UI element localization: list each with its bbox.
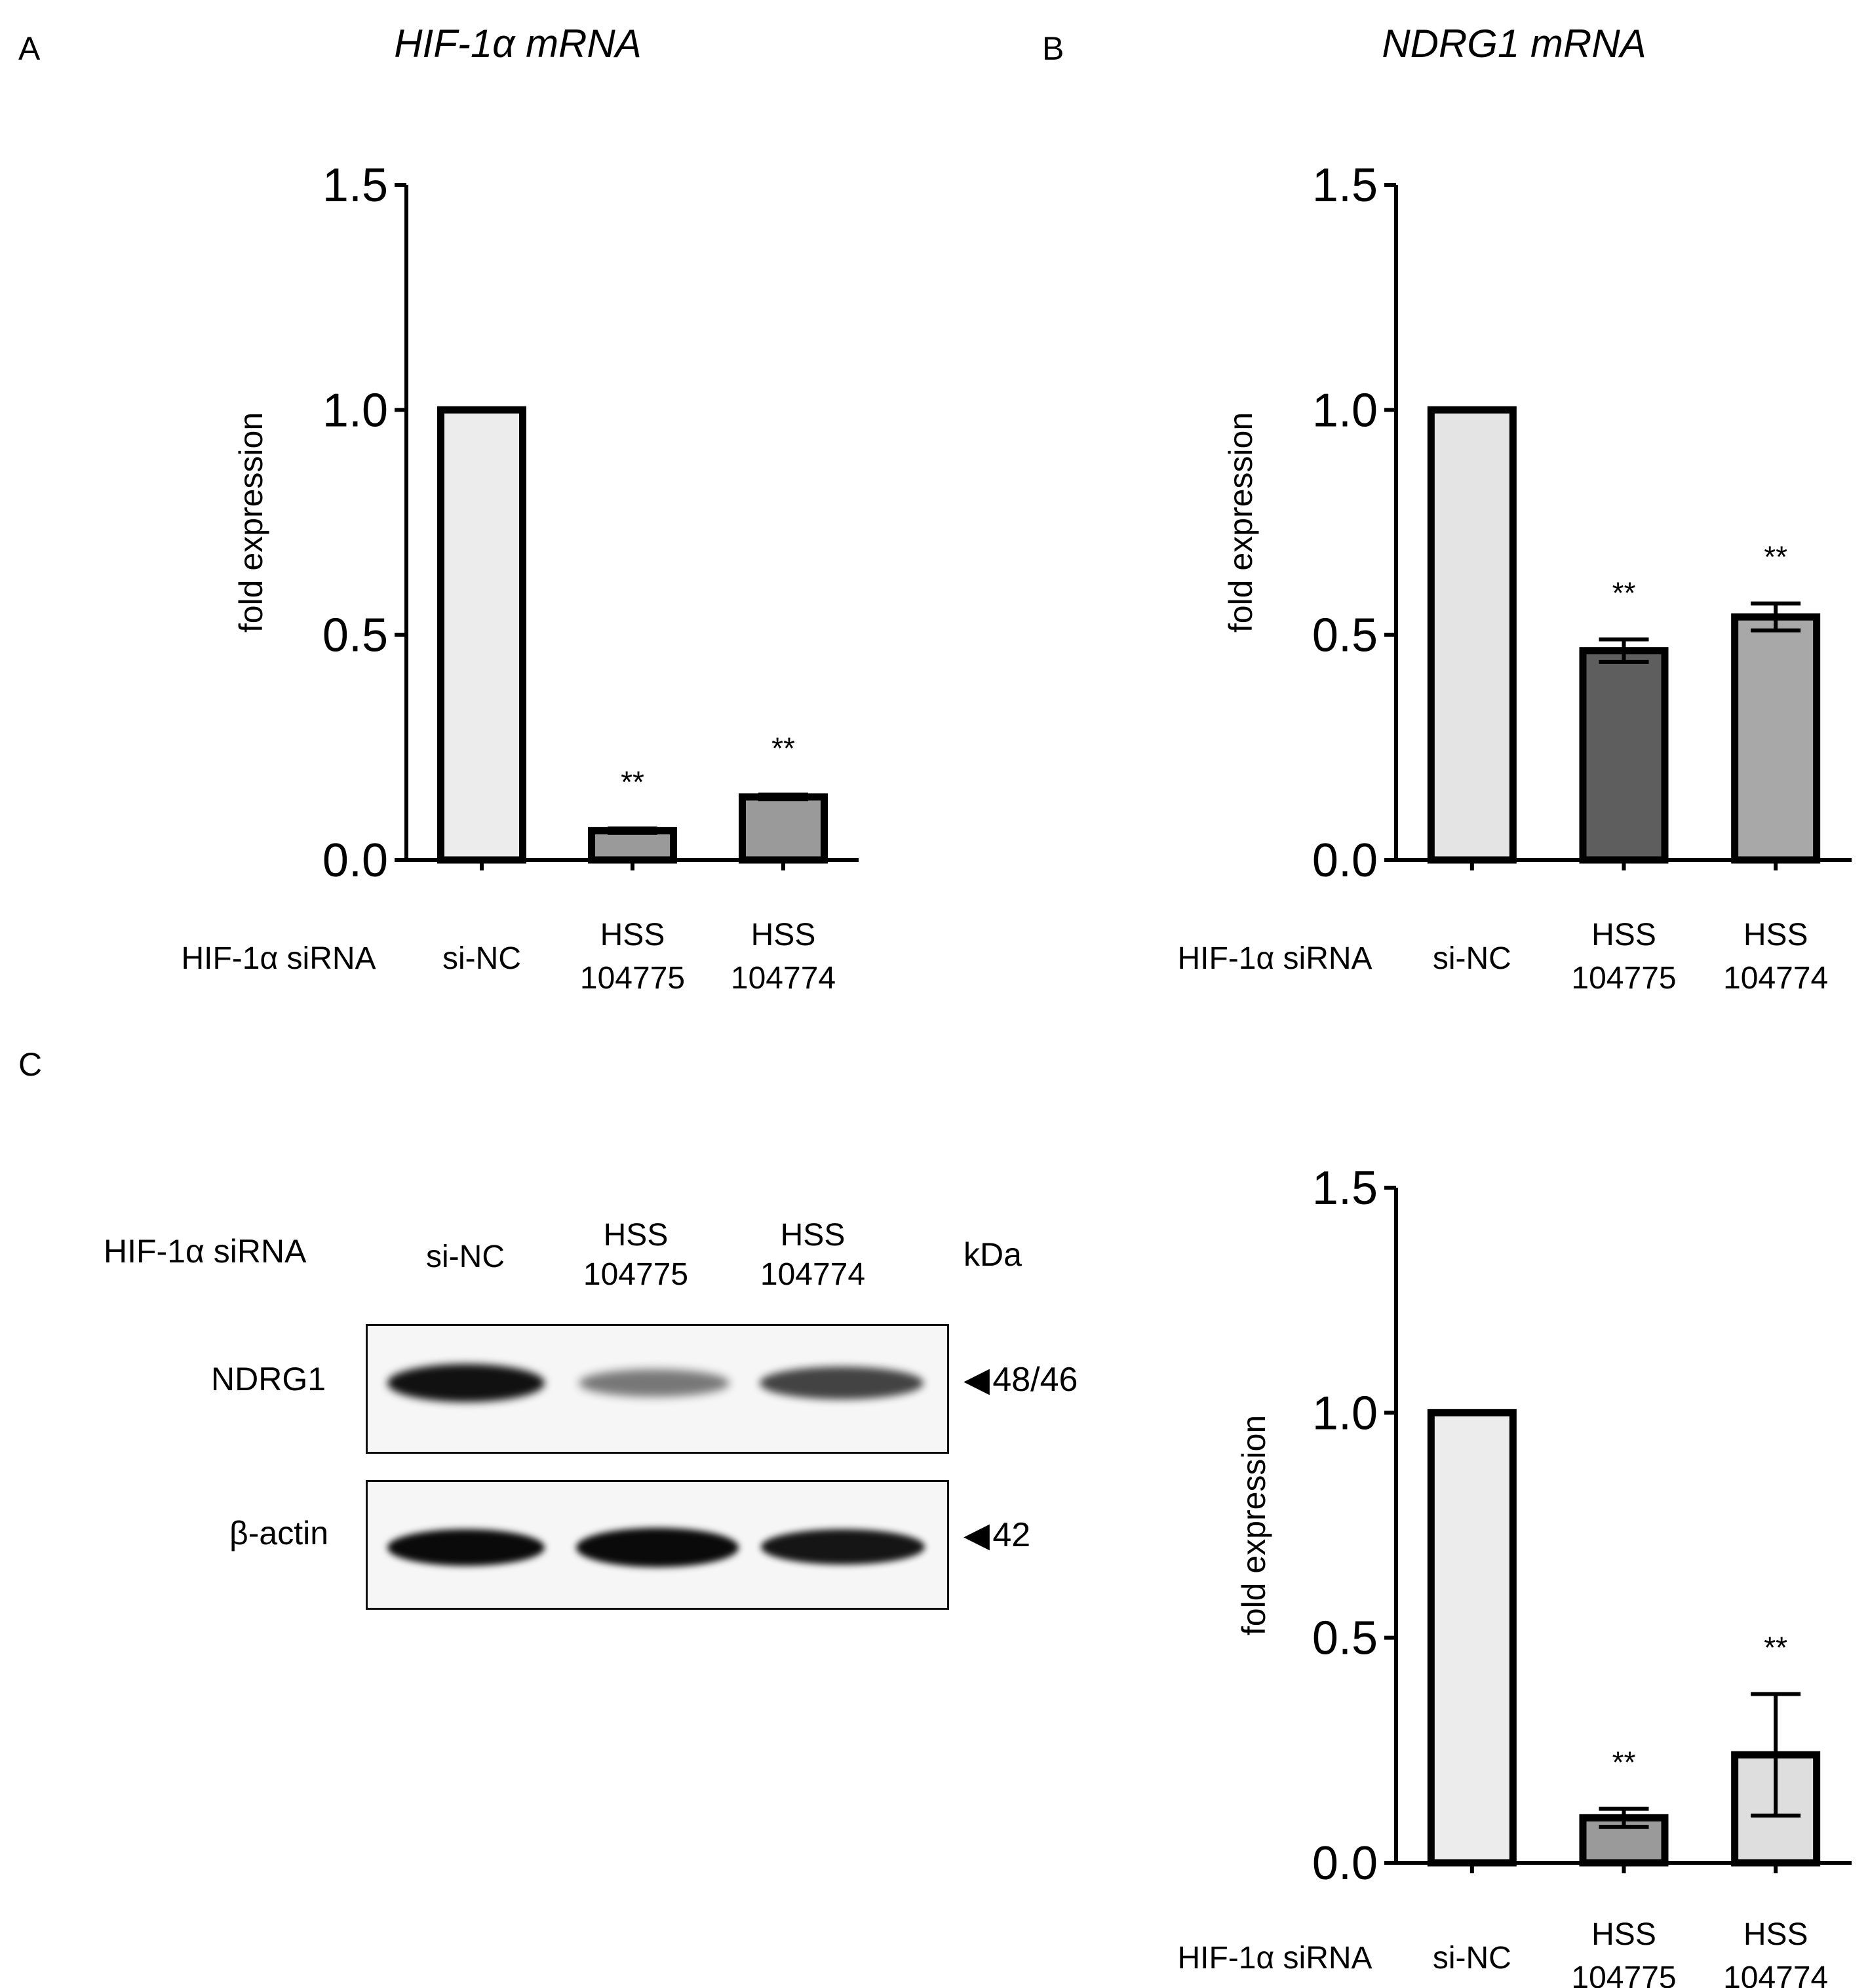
x-tick-label: HSS	[1743, 1917, 1808, 1952]
x-tick-label: HSS	[1591, 1917, 1656, 1952]
blot-band	[387, 1364, 545, 1402]
y-tick-label: 0.0	[1312, 1837, 1378, 1890]
y-tick-label: 1.5	[1312, 159, 1378, 212]
bar	[437, 406, 526, 864]
blot-lane-header: HSS 104774	[741, 1216, 885, 1295]
y-tick-label: 1.0	[1312, 384, 1378, 437]
blot-size-label: ◀ 42	[963, 1516, 1031, 1554]
significance-marker: **	[1612, 576, 1636, 610]
x-row-label: HIF-1α siRNA	[1177, 1941, 1372, 1976]
x-tick-label: 104775	[1571, 1960, 1676, 1988]
size-value: 48/46	[992, 1361, 1078, 1399]
blot-band	[579, 1369, 730, 1397]
blot-size-label: ◀ 48/46	[963, 1361, 1078, 1399]
blot-protein-label: β-actin	[229, 1515, 329, 1551]
y-tick-label: 1.5	[322, 159, 388, 212]
panel-letter-c: C	[18, 1046, 43, 1083]
blot-lane-label: si-NC	[426, 1239, 505, 1274]
bar	[1731, 613, 1821, 864]
bar	[1427, 1409, 1517, 1867]
y-tick-label: 0.5	[322, 610, 388, 662]
blot-protein-label: NDRG1	[211, 1361, 326, 1397]
chart-b-title: NDRG1 mRNA	[1382, 22, 1646, 66]
blot-lane-label: 104774	[760, 1257, 866, 1292]
blot-lane-header: HSS 104775	[564, 1216, 708, 1295]
x-tick-label: 104774	[1723, 961, 1828, 996]
y-tick-label: 0.0	[322, 834, 388, 887]
panel-letter-a: A	[18, 30, 41, 67]
significance-marker: **	[1764, 540, 1787, 574]
bar	[1427, 406, 1517, 864]
x-tick-label: si-NC	[1433, 1941, 1511, 1976]
blot-lane-label: HSS	[780, 1218, 846, 1253]
significance-marker: **	[771, 731, 795, 765]
x-tick-label: HSS	[1591, 918, 1656, 952]
y-axis-label: fold expression	[1236, 1415, 1272, 1635]
significance-marker: **	[1612, 1745, 1636, 1780]
x-tick-label: 104774	[1723, 1960, 1828, 1988]
significance-marker: **	[621, 765, 644, 799]
y-axis-label: fold expression	[1222, 412, 1259, 633]
blot-band	[576, 1528, 739, 1567]
significance-marker: **	[1764, 1631, 1787, 1665]
x-tick-label: HSS	[751, 918, 816, 952]
blot-image-ndrg1	[366, 1324, 949, 1454]
y-tick-label: 1.0	[322, 384, 388, 437]
blot-image-actin	[366, 1480, 949, 1610]
y-axis-label: fold expression	[233, 412, 269, 633]
chart-a-title: HIF-1α mRNA	[394, 22, 642, 66]
y-tick-label: 1.5	[1312, 1162, 1378, 1215]
y-tick-label: 1.0	[1312, 1387, 1378, 1439]
x-tick-label: 104775	[1571, 961, 1676, 996]
x-tick-label: si-NC	[1433, 941, 1511, 976]
y-tick-label: 0.5	[1312, 1612, 1378, 1665]
x-tick-label: HSS	[1743, 918, 1808, 952]
x-tick-label: 104774	[731, 961, 836, 996]
x-tick-label: 104775	[580, 961, 685, 996]
x-row-label: HIF-1α siRNA	[1177, 941, 1372, 976]
blot-band	[761, 1529, 925, 1565]
x-tick-label: si-NC	[442, 941, 521, 976]
blot-row-label: HIF-1α siRNA	[104, 1233, 307, 1270]
blot-lane-label: 104775	[583, 1257, 689, 1292]
blot-unit-label: kDa	[963, 1236, 1022, 1273]
y-tick-label: 0.0	[1312, 834, 1378, 887]
bar	[739, 793, 828, 864]
size-value: 42	[992, 1516, 1031, 1554]
blot-lane-header: si-NC	[393, 1219, 537, 1277]
blot-band	[760, 1367, 924, 1399]
blot-band	[387, 1529, 545, 1566]
x-tick-label: HSS	[600, 918, 665, 952]
blot-lane-label: HSS	[603, 1218, 669, 1253]
y-tick-label: 0.5	[1312, 610, 1378, 662]
panel-letter-b: B	[1042, 30, 1064, 67]
bar	[1579, 647, 1669, 864]
x-row-label: HIF-1α siRNA	[181, 941, 376, 976]
bar	[588, 827, 677, 864]
